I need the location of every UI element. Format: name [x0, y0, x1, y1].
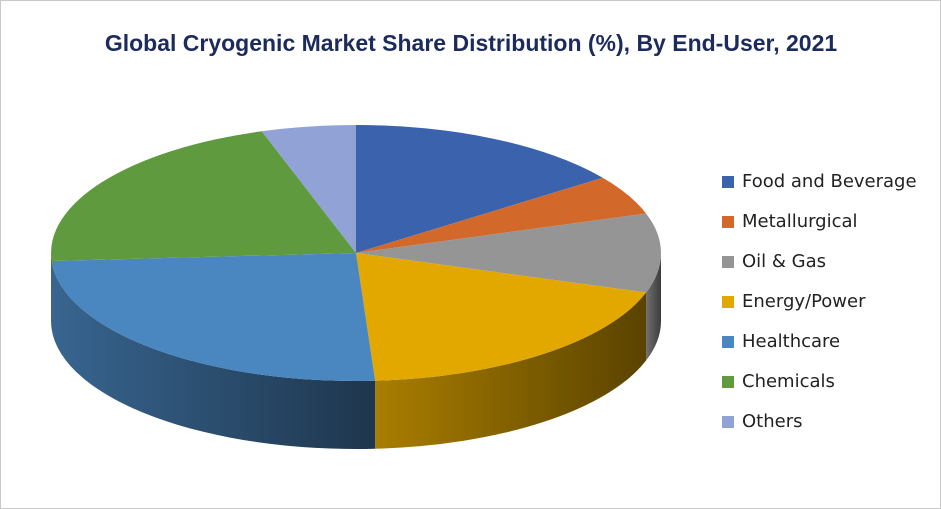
slice-side	[51, 261, 376, 450]
legend-label: Food and Beverage	[742, 171, 917, 192]
legend-swatch	[722, 416, 734, 428]
slice	[356, 177, 647, 253]
slice-side	[51, 253, 52, 330]
legend-swatch	[722, 296, 734, 308]
slice	[51, 131, 356, 262]
slice	[356, 213, 661, 293]
slice	[261, 125, 356, 253]
legend-label: Energy/Power	[742, 291, 866, 312]
legend-swatch	[722, 376, 734, 388]
legend-label: Healthcare	[742, 331, 840, 352]
legend-swatch	[722, 216, 734, 228]
slice-side	[375, 292, 647, 449]
chart-title: Global Cryogenic Market Share Distributi…	[104, 30, 838, 56]
legend-label: Metallurgical	[742, 211, 858, 232]
slice	[356, 125, 603, 253]
slice-side	[646, 253, 661, 361]
legend-label: Chemicals	[742, 371, 835, 392]
legend-swatch	[722, 176, 734, 188]
legend-swatch	[722, 336, 734, 348]
slice	[51, 253, 376, 381]
legend-label: Others	[742, 411, 803, 432]
legend-swatch	[722, 256, 734, 268]
legend-label: Oil & Gas	[742, 251, 826, 272]
slice	[356, 253, 647, 381]
